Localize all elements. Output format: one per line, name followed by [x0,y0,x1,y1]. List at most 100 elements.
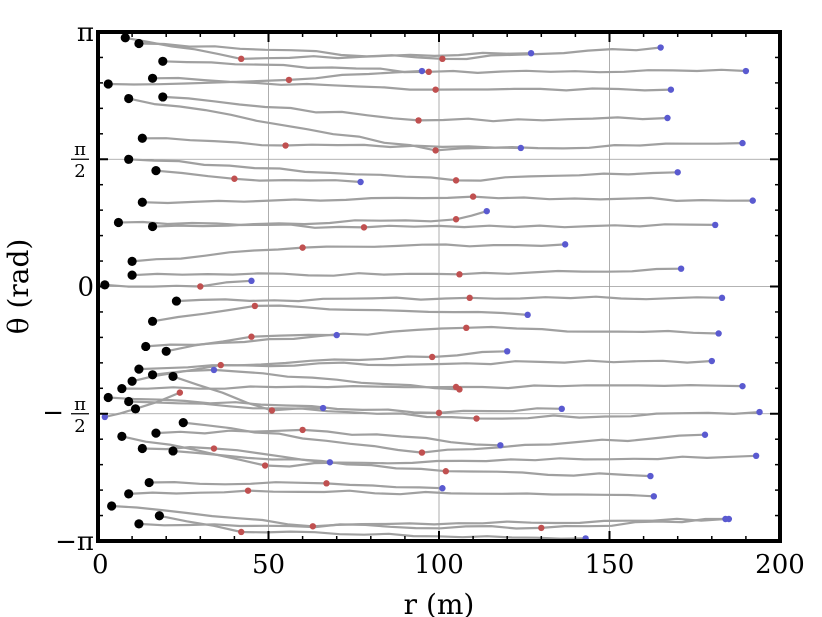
x-tick-label: 50 [252,550,285,580]
trajectory-lines [104,36,760,540]
start-point [134,38,144,49]
trajectory-line [155,428,501,447]
end-point [739,139,746,147]
trajectory-markers [100,33,763,542]
end-point [664,114,671,122]
x-tick-label: 100 [414,550,464,580]
end-point [210,366,218,374]
end-point [524,311,531,319]
mid-point [435,409,443,417]
start-point [127,270,137,280]
end-point [742,67,750,75]
mid-point [210,445,218,452]
mid-point [217,361,224,369]
y-tick-label-denominator: 2 [74,161,85,182]
y-tick-label-numerator: π [74,139,86,160]
trajectory-line [162,60,746,74]
start-point [161,346,171,356]
mid-point [456,386,463,393]
start-point [134,519,144,529]
mid-point [418,449,426,456]
mid-point [469,193,477,200]
end-point [326,459,334,466]
mid-point [432,147,439,154]
mid-point [309,523,317,530]
mid-point [432,86,439,93]
end-point [517,144,525,152]
trajectory-line [104,279,252,288]
trajectory-line [108,69,422,86]
y-tick-label: π [77,18,94,48]
start-point [147,316,158,326]
start-point [141,341,151,352]
start-point [158,92,168,102]
mid-point [360,224,368,231]
mid-point [244,487,252,494]
end-point [483,207,490,215]
x-tick-label: 150 [585,550,635,580]
mid-point [415,117,422,124]
trajectory-line [138,350,508,371]
trajectory-line [152,304,528,323]
trajectory-line [155,169,361,184]
start-point [168,446,178,456]
start-point [124,396,134,407]
end-point [527,49,535,57]
mid-point [452,177,460,184]
trajectory-line [128,400,760,420]
trajectory-line [118,220,716,229]
y-tick-label: −π [55,527,94,557]
mid-point [251,302,259,310]
start-point [124,489,134,499]
trajectory-line [176,295,723,303]
start-point [151,428,161,438]
y-axis-label: θ (rad) [2,239,35,335]
end-point [674,169,681,176]
mid-point [261,462,269,469]
end-point [319,404,327,412]
end-point [497,442,504,449]
trajectory-line [152,210,488,228]
start-point [103,392,113,403]
mid-point [268,407,276,414]
start-point [144,477,154,488]
mid-point [428,353,436,361]
end-point [715,330,722,337]
start-point [127,376,137,386]
mid-point [323,480,330,487]
trajectory-line [138,517,729,530]
trajectory-line [149,481,443,490]
trajectory-line [128,489,654,498]
start-point [100,280,110,290]
start-point [178,417,188,428]
trajectory-line [142,195,753,205]
trajectory-line [152,76,671,92]
mid-point [466,294,473,302]
end-point [439,485,446,492]
y-tick-label-sign: − [42,398,64,428]
mid-point [238,528,245,536]
x-axis-label: r (m) [404,588,475,617]
start-point [171,296,182,306]
end-point [752,452,760,460]
mid-point [197,283,204,290]
start-point [134,364,144,374]
mid-point [538,524,545,532]
mid-point [231,175,238,182]
y-tick-label-denominator: 2 [74,416,85,437]
x-tick-label: 200 [755,550,805,580]
start-point [117,431,127,441]
end-point [739,382,746,390]
start-point [137,133,147,143]
start-point [168,371,178,382]
mid-point [299,244,306,251]
end-point [357,178,364,186]
start-point [151,166,161,176]
end-point [677,265,685,272]
end-point [725,515,733,523]
x-tick-labels: 0 50 100 150 200 [92,550,805,580]
end-point [712,221,719,229]
end-point [558,405,565,413]
mid-point [463,324,470,332]
